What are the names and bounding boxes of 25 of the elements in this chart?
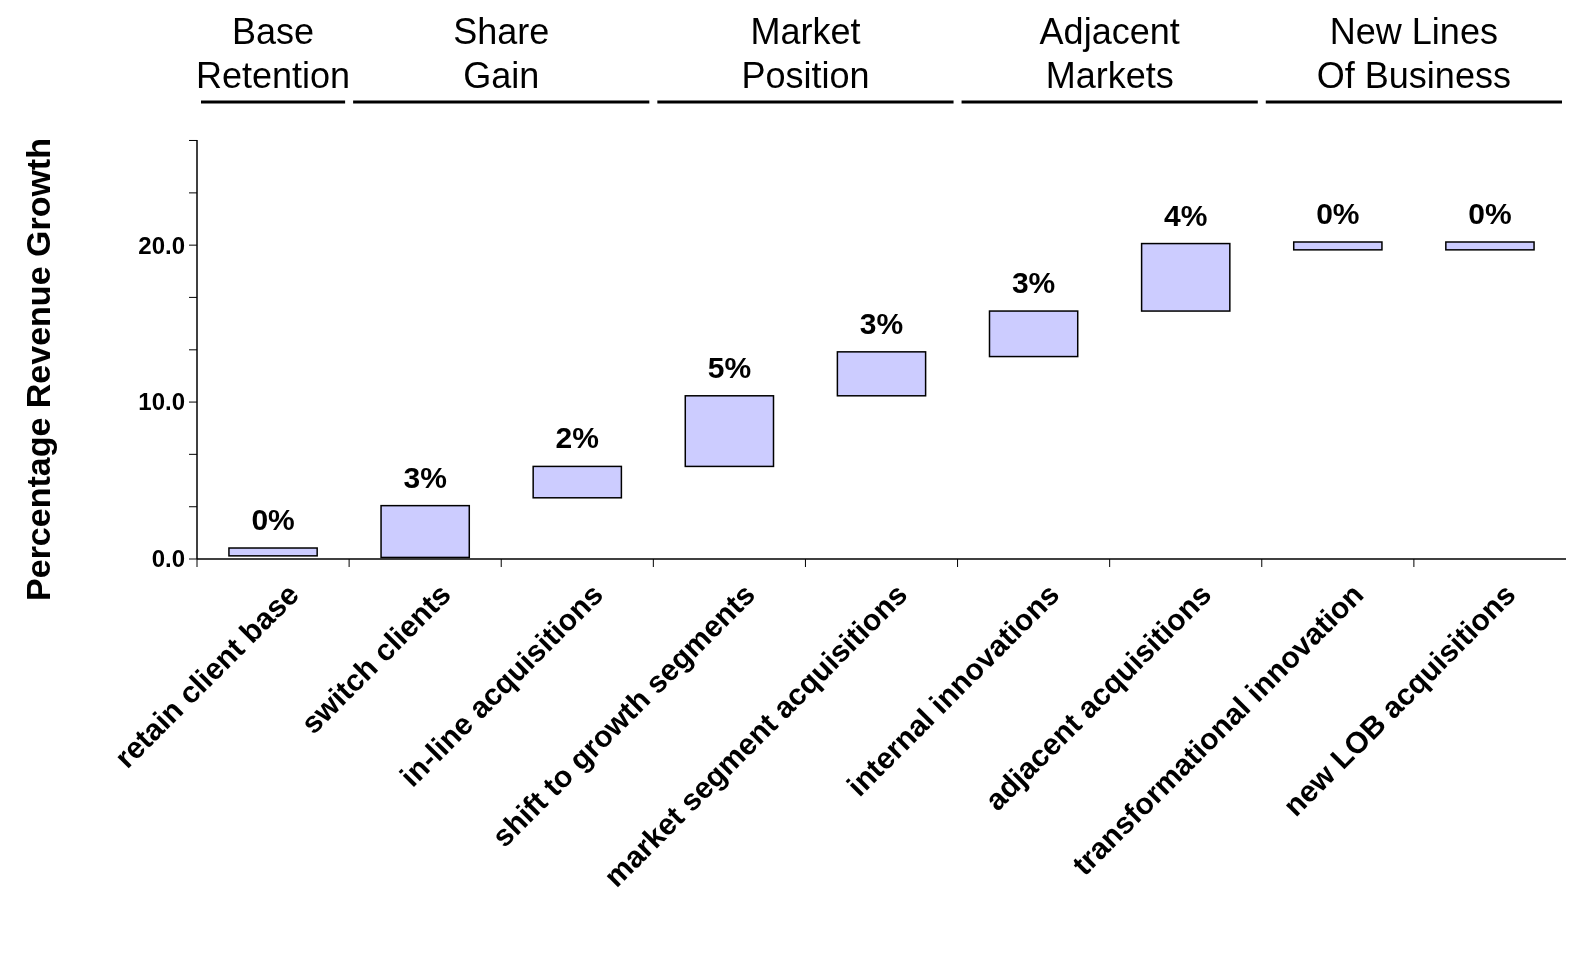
text: New Lines Of Business (1316, 11, 1511, 96)
y-tick-label: 10.0 (138, 388, 185, 416)
bar (1140, 242, 1231, 312)
data-label: 2% (555, 421, 599, 455)
y-axis-title: Percentage Revenue Growth (19, 138, 57, 601)
text: Market Position (741, 11, 870, 96)
bar (532, 465, 623, 499)
text: Base Retention (196, 11, 351, 96)
bar (1445, 241, 1535, 251)
y-tick-label: 0.0 (151, 545, 185, 573)
data-label: 4% (1164, 198, 1208, 232)
data-label: 0% (1316, 197, 1360, 230)
data-label: 0% (1468, 197, 1512, 230)
data-label: 3% (403, 460, 447, 494)
data-label: 3% (1011, 266, 1056, 300)
bar (1292, 241, 1383, 251)
text: Adjacent Markets (1039, 11, 1180, 96)
data-label: 3% (859, 306, 904, 340)
bar (988, 310, 1079, 358)
bar (836, 351, 927, 397)
bar (684, 395, 775, 468)
y-tick-label: 20.0 (138, 231, 185, 259)
text: Share Gain (453, 11, 550, 96)
data-label: 5% (707, 350, 752, 384)
data-label: 0% (251, 503, 295, 537)
